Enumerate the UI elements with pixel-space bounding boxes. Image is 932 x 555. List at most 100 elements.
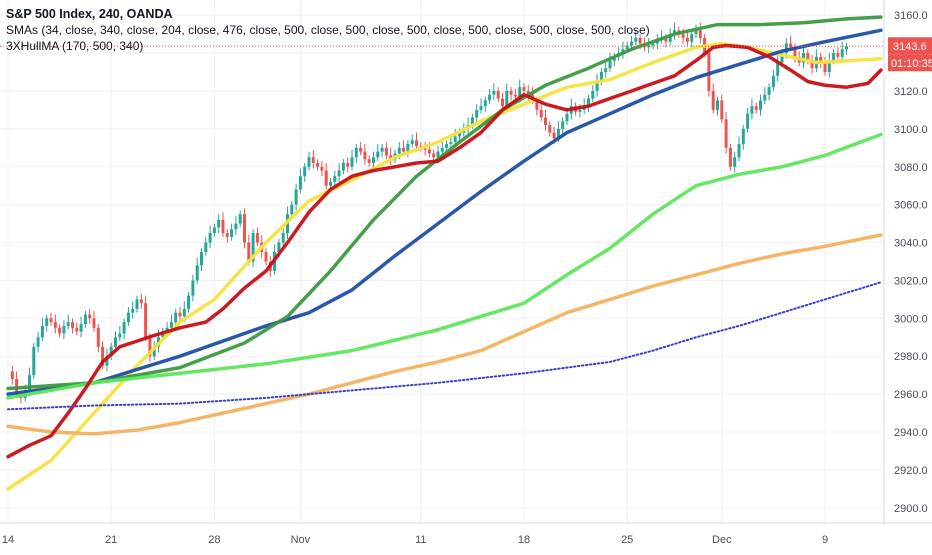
candle-body [49, 318, 53, 323]
candle-body [71, 322, 74, 328]
candle-body [552, 132, 556, 139]
candle-body [217, 219, 221, 228]
candle-body [139, 299, 143, 304]
candle-body [359, 147, 363, 152]
candle-body [96, 327, 100, 347]
x-tick-label-2: 28 [208, 534, 220, 546]
candle-body [243, 214, 246, 243]
candle-body [453, 136, 457, 143]
candle-body [311, 157, 315, 163]
candle-body [488, 94, 492, 101]
legend-sma[interactable]: SMAs (34, close, 340, close, 204, close,… [6, 23, 650, 37]
candle-body [36, 337, 40, 347]
candle-body [105, 356, 109, 366]
x-tick-label-4: 11 [415, 534, 426, 546]
y-tick-label-3000: 3000.0 [894, 313, 928, 325]
candle-body [247, 242, 251, 262]
candle-body [316, 162, 320, 167]
candle-body [281, 233, 285, 243]
candle-body [307, 157, 311, 167]
series-line-6[interactable] [7, 281, 882, 411]
candle-body [720, 100, 724, 120]
candle-body [789, 43, 793, 48]
candle-body [518, 87, 522, 97]
candle-body [561, 121, 565, 129]
series-line-2[interactable] [6, 15, 883, 391]
candle-body [746, 113, 750, 129]
x-tick-label-5: 18 [518, 534, 530, 546]
candle-body [303, 166, 307, 177]
candle-body [690, 34, 694, 42]
candle-body [53, 322, 57, 328]
candle-body [165, 327, 169, 332]
legend: S&P 500 Index, 240, OANDA SMAs (34, clos… [6, 6, 650, 54]
candle-body [92, 318, 96, 328]
candle-body [458, 132, 461, 137]
x-axis[interactable]: 14 21 28 Nov 11 18 25 Dec 9 [0, 522, 932, 546]
last-price-label: 3143.6 [893, 41, 927, 53]
candle-body [75, 327, 79, 332]
y-tick-label-3040: 3040.0 [894, 238, 928, 250]
legend-hullma[interactable]: 3XHullMA (170, 500, 340) [6, 39, 144, 53]
candle-body [225, 233, 229, 237]
candle-body [320, 166, 324, 171]
countdown-label: 01:10:35 [891, 58, 932, 70]
series-line-4[interactable] [6, 233, 883, 436]
candle-body [479, 106, 483, 110]
candle-body [410, 140, 414, 145]
candle-body [415, 140, 418, 146]
candle-body [496, 90, 500, 99]
candle-body [685, 37, 689, 42]
y-tick-label-2980: 2980.0 [894, 351, 928, 363]
y-tick-label-3160: 3160.0 [894, 10, 928, 22]
candle-body [346, 162, 350, 167]
candle-body [694, 30, 698, 35]
y-tick-label-3120: 3120.0 [894, 86, 928, 98]
candle-body [264, 252, 268, 262]
series-line-3[interactable] [6, 132, 883, 400]
candle-body [62, 325, 66, 334]
candle-body [427, 149, 431, 154]
candle-body [350, 157, 354, 167]
candle-body [169, 322, 173, 328]
chart-title[interactable]: S&P 500 Index, 240, OANDA [6, 7, 173, 21]
candle-body [234, 223, 238, 230]
candle-body [174, 312, 178, 323]
candle-body [131, 308, 135, 313]
series-line-5[interactable] [6, 43, 883, 459]
candle-body [470, 117, 474, 126]
candle-body [423, 147, 427, 150]
candle-body [475, 109, 479, 118]
candle-body [767, 87, 771, 95]
x-tick-label-1: 21 [105, 534, 117, 546]
candle-body [591, 90, 595, 99]
x-tick-label-0: 14 [2, 534, 14, 546]
candles [10, 22, 848, 404]
candle-body [354, 147, 358, 158]
candle-body [221, 219, 225, 234]
candle-body [535, 100, 539, 110]
candle-body [380, 147, 384, 152]
candle-body [509, 90, 513, 95]
candle-body [397, 147, 401, 154]
candle-body [372, 157, 375, 163]
candle-body [402, 147, 406, 152]
y-tick-label-2940: 2940.0 [894, 427, 928, 439]
candle-body [750, 106, 754, 114]
candle-body [341, 162, 345, 171]
candle-body [298, 176, 302, 190]
candle-body [802, 53, 805, 63]
y-axis[interactable]: 2900.0 2920.0 2940.0 2960.0 2980.0 3000.0 3020… [883, 0, 932, 523]
series-line-0[interactable] [6, 41, 883, 491]
x-tick-label-7: Dec [712, 534, 732, 546]
series-line-1[interactable] [6, 28, 883, 396]
candle-body [79, 324, 83, 332]
x-tick-label-6: 25 [621, 534, 633, 546]
x-tick-label-3: Nov [291, 534, 311, 546]
candle-body [539, 109, 543, 118]
y-tick-label-3060: 3060.0 [894, 200, 928, 212]
candle-body [440, 147, 444, 152]
candle-body [367, 159, 371, 163]
